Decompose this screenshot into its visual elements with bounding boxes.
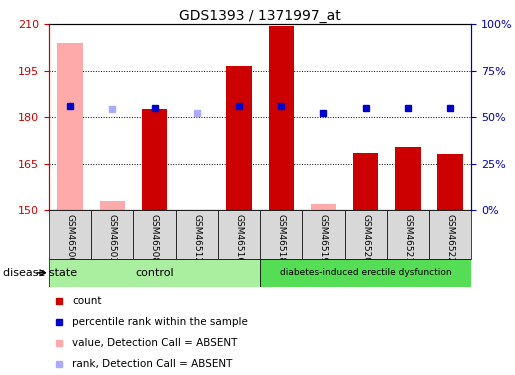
Text: percentile rank within the sample: percentile rank within the sample xyxy=(72,317,248,327)
Text: count: count xyxy=(72,296,101,306)
Title: GDS1393 / 1371997_at: GDS1393 / 1371997_at xyxy=(179,9,341,23)
Text: GSM46521: GSM46521 xyxy=(403,214,413,263)
Bar xyxy=(302,210,345,259)
Bar xyxy=(437,154,463,210)
Text: rank, Detection Call = ABSENT: rank, Detection Call = ABSENT xyxy=(72,360,233,369)
Bar xyxy=(226,66,252,210)
Bar xyxy=(260,210,302,259)
Bar xyxy=(395,147,421,210)
Bar xyxy=(353,153,379,210)
Text: GSM46520: GSM46520 xyxy=(361,214,370,263)
Bar xyxy=(429,210,471,259)
Text: GSM46516: GSM46516 xyxy=(234,214,244,263)
Text: GSM46519: GSM46519 xyxy=(319,214,328,263)
Bar xyxy=(311,204,336,210)
Text: GSM46512: GSM46512 xyxy=(192,214,201,263)
Bar xyxy=(345,210,387,259)
Text: GSM46508: GSM46508 xyxy=(150,214,159,263)
Bar xyxy=(268,26,294,210)
Bar xyxy=(218,210,260,259)
Text: GSM46522: GSM46522 xyxy=(445,214,455,263)
Text: disease state: disease state xyxy=(3,268,77,278)
Bar xyxy=(142,110,167,210)
Text: GSM46503: GSM46503 xyxy=(108,214,117,263)
Bar xyxy=(49,210,91,259)
Text: diabetes-induced erectile dysfunction: diabetes-induced erectile dysfunction xyxy=(280,268,452,278)
Bar xyxy=(49,259,260,287)
Bar xyxy=(387,210,429,259)
Text: GSM46518: GSM46518 xyxy=(277,214,286,263)
Bar xyxy=(57,43,83,210)
Bar xyxy=(260,259,471,287)
Bar xyxy=(99,201,125,210)
Text: GSM46500: GSM46500 xyxy=(65,214,75,263)
Bar xyxy=(91,210,133,259)
Bar xyxy=(176,210,218,259)
Bar xyxy=(133,210,176,259)
Text: value, Detection Call = ABSENT: value, Detection Call = ABSENT xyxy=(72,338,237,348)
Text: control: control xyxy=(135,268,174,278)
